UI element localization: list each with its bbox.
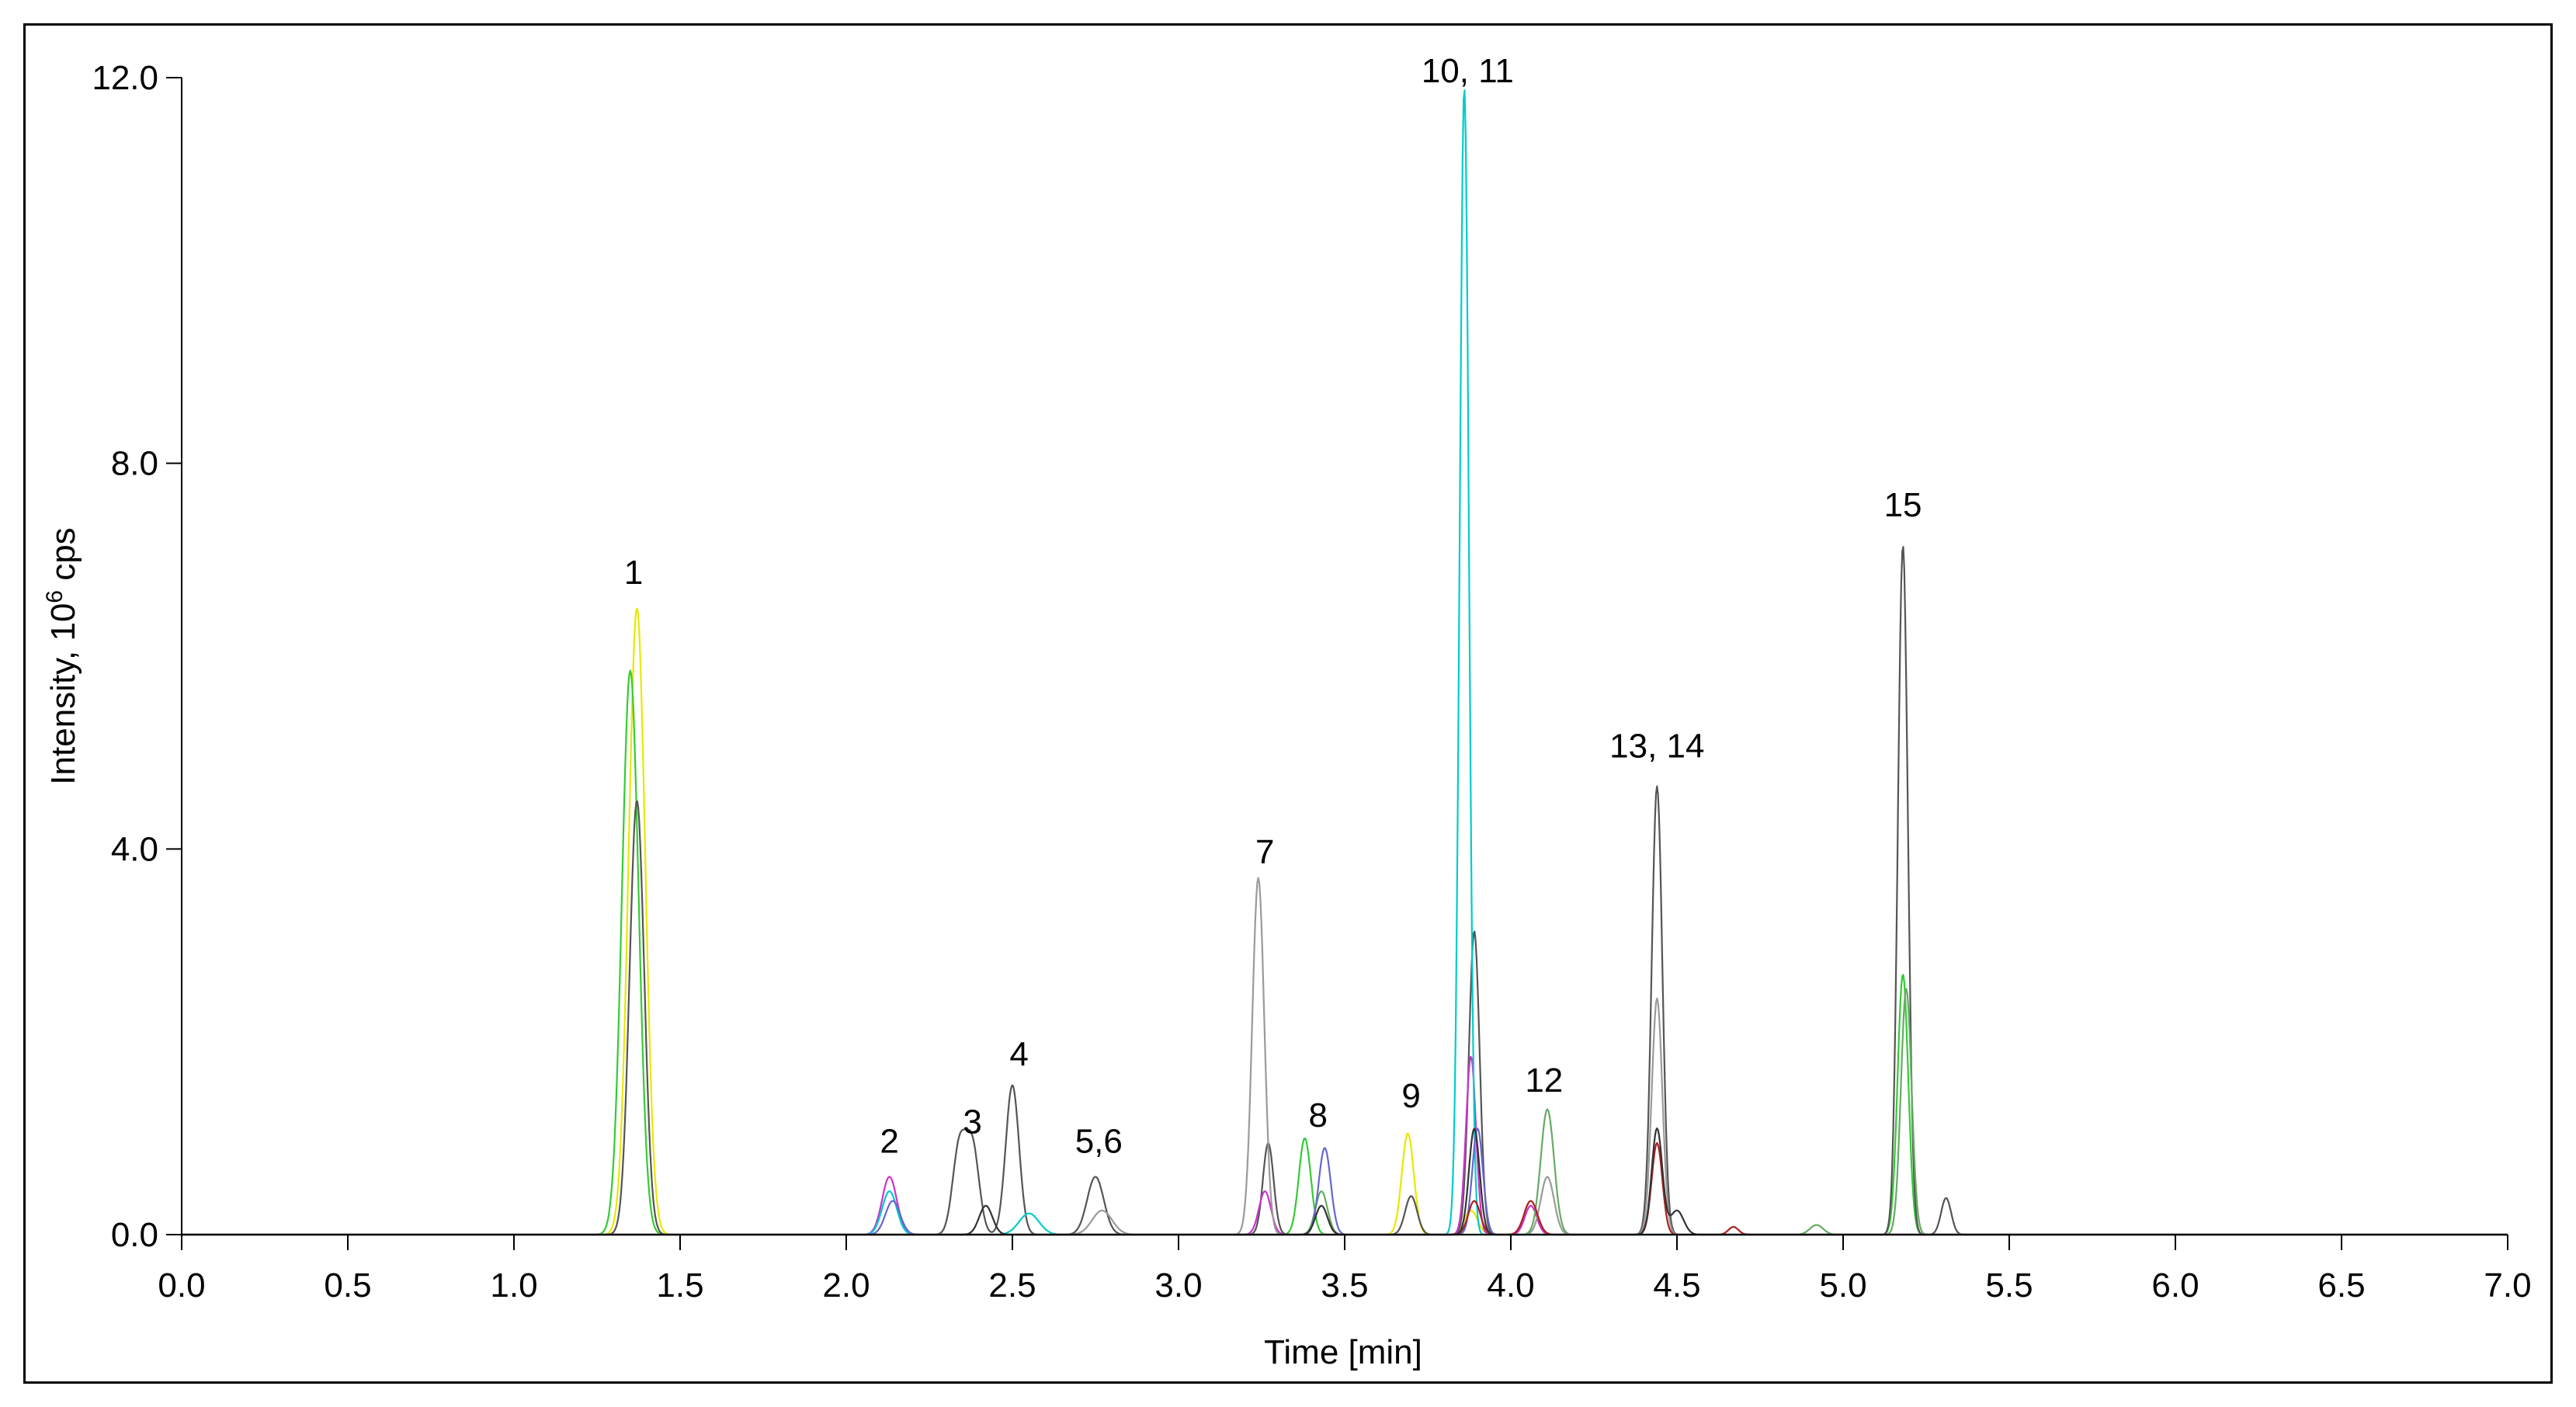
series-line-4 <box>182 1055 2508 1236</box>
y-axis-title-sup: 6 <box>42 590 68 603</box>
series-line-9 <box>182 1141 2508 1236</box>
x-tick-label: 4.0 <box>1487 1266 1534 1305</box>
y-axis-title-unit: cps <box>44 527 82 590</box>
series-line-2 <box>182 669 2508 1236</box>
x-tick-label: 6.5 <box>2317 1266 2365 1305</box>
peak-label: 3 <box>963 1103 981 1141</box>
peak-label: 9 <box>1401 1077 1420 1115</box>
y-ticks: 0.0 4.0 8.0 12.0 <box>92 59 182 1254</box>
x-tick-label: 7.0 <box>2484 1266 2531 1305</box>
x-tick-label: 2.0 <box>822 1266 870 1305</box>
x-axis-title: Time [min] <box>1264 1333 1422 1371</box>
series-line-5 <box>182 89 2508 1236</box>
x-tick-label: 5.0 <box>1819 1266 1866 1305</box>
y-tick-label: 8.0 <box>111 445 158 483</box>
x-tick-label: 4.5 <box>1653 1266 1700 1305</box>
chart-frame <box>23 23 2553 1384</box>
series-layer <box>182 89 2508 1236</box>
peak-label: 4 <box>1009 1036 1028 1074</box>
series-line-10 <box>182 1127 2508 1236</box>
peak-label: 10, 11 <box>1422 52 1514 90</box>
peak-label: 13, 14 <box>1609 727 1704 765</box>
peak-label: 8 <box>1309 1096 1328 1134</box>
x-ticks: 0.0 0.5 1.0 1.5 2.0 2.5 3.0 3.5 4.0 4.5 5.0 5.5 6.0 6… <box>158 1235 2532 1305</box>
x-tick-label: 1.0 <box>490 1266 537 1305</box>
x-tick-label: 3.0 <box>1154 1266 1202 1305</box>
series-line-8 <box>182 1127 2508 1236</box>
x-tick-label: 6.0 <box>2151 1266 2199 1305</box>
series-line-7 <box>182 988 2508 1236</box>
series-line-6 <box>182 877 2508 1236</box>
peak-label: 2 <box>880 1122 898 1160</box>
x-tick-label: 0.0 <box>158 1266 205 1305</box>
x-tick-label: 0.5 <box>324 1266 371 1305</box>
y-tick-label: 0.0 <box>111 1216 158 1254</box>
peak-label: 12 <box>1525 1061 1563 1100</box>
y-axis-title-main: Intensity, 10 <box>44 603 82 785</box>
series-line-1 <box>182 607 2508 1236</box>
y-tick-label: 12.0 <box>92 59 158 97</box>
x-tick-label: 2.5 <box>988 1266 1036 1305</box>
y-axis-title: Intensity, 106 cps <box>42 527 82 784</box>
x-tick-label: 3.5 <box>1321 1266 1368 1305</box>
x-tick-label: 1.5 <box>656 1266 703 1305</box>
x-tick-label: 5.5 <box>1985 1266 2033 1305</box>
series-line-3 <box>182 546 2508 1236</box>
peak-label: 5,6 <box>1075 1122 1123 1160</box>
y-tick-label: 4.0 <box>111 830 158 868</box>
peak-label: 15 <box>1884 486 1922 524</box>
peak-label: 1 <box>624 554 643 592</box>
peak-label: 7 <box>1255 833 1274 871</box>
